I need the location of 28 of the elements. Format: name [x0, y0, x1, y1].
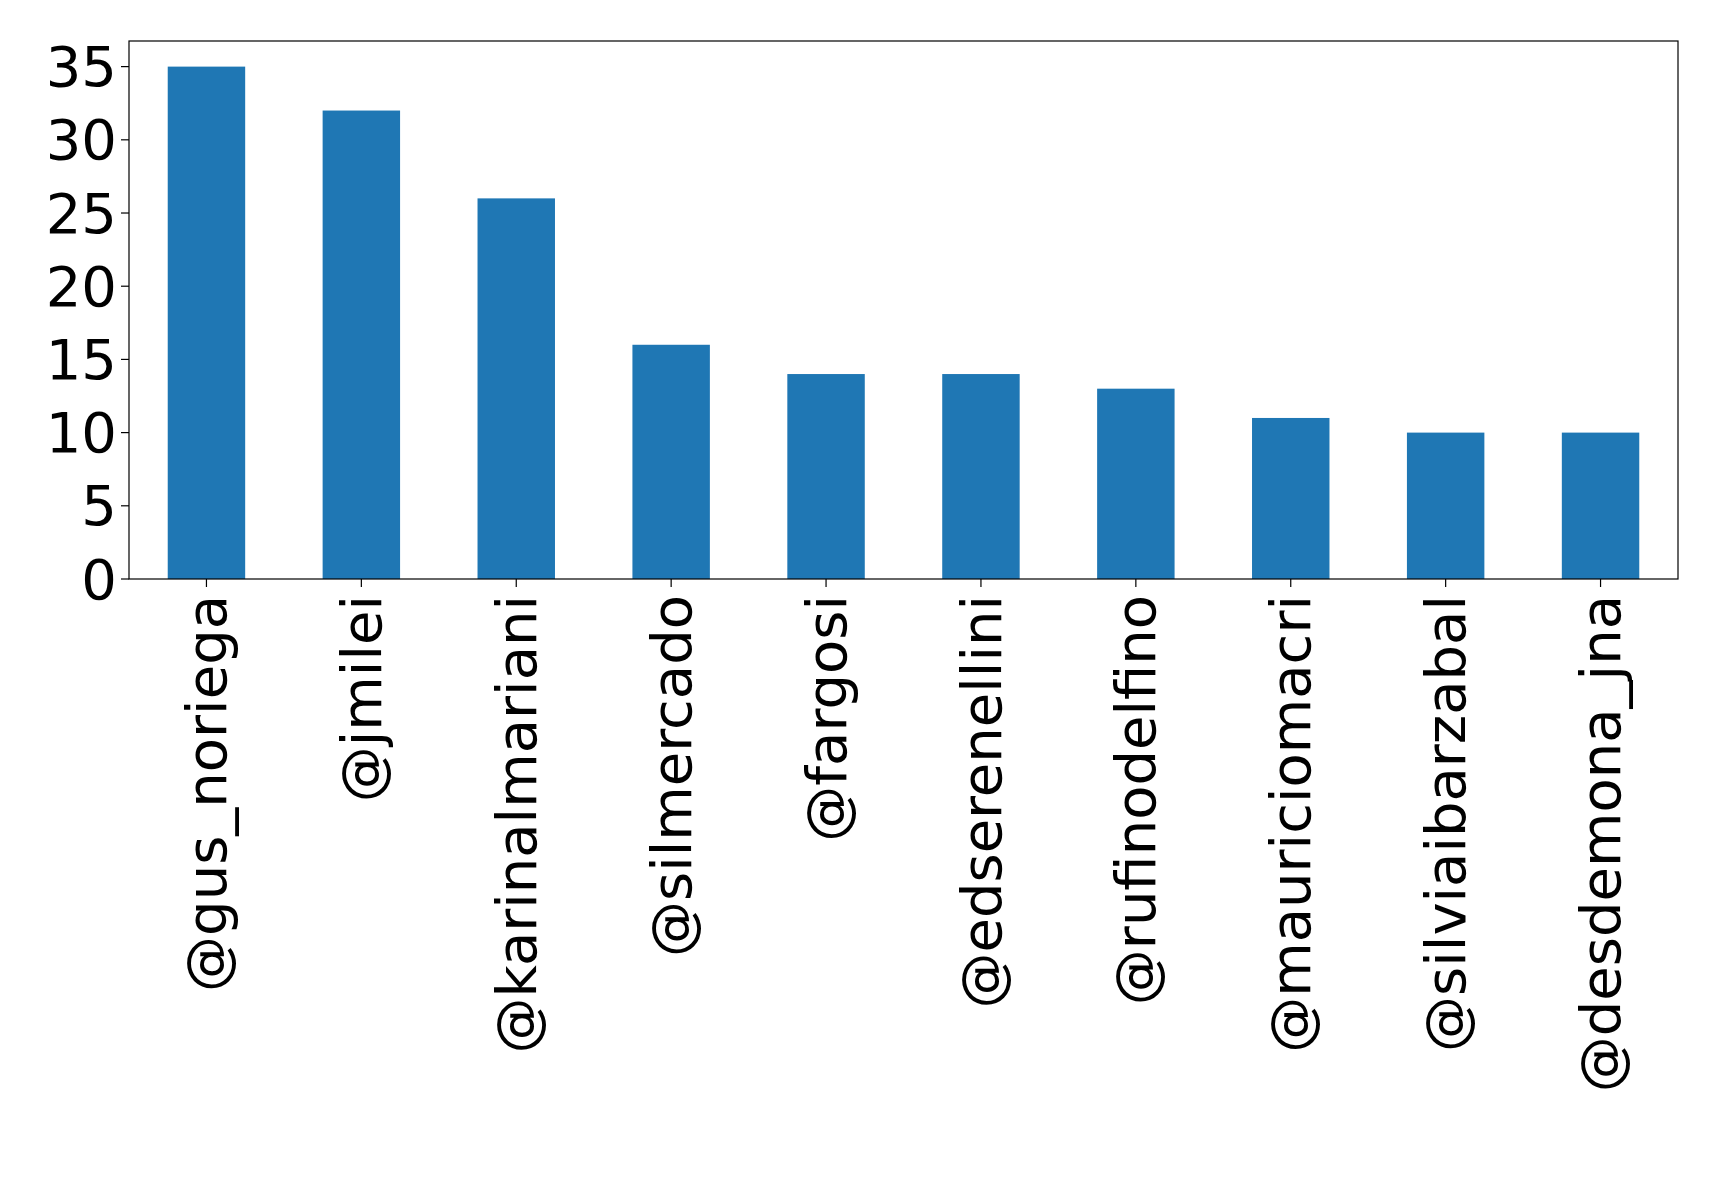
bar	[477, 198, 555, 579]
y-tick-label: 20	[45, 253, 117, 319]
x-tick-label: @karinalmariani	[483, 595, 549, 1054]
bar	[942, 374, 1020, 579]
bar	[167, 66, 246, 579]
x-tick-label: @desdemona_jna	[1568, 595, 1634, 1093]
y-tick-label: 35	[45, 34, 117, 100]
bar	[1252, 417, 1330, 579]
x-tick-label: @fargosi	[793, 595, 859, 842]
bar	[787, 374, 865, 579]
x-tick-label: @rufinodelfino	[1103, 595, 1169, 1006]
y-tick-label: 0	[81, 546, 117, 612]
y-tick-label: 5	[81, 473, 117, 539]
bar	[632, 344, 710, 579]
x-tick-label: @jmilei	[328, 595, 394, 803]
y-tick-label: 10	[45, 400, 117, 466]
y-tick-label: 30	[45, 107, 117, 173]
x-tick-label: @mauriciomacri	[1258, 595, 1324, 1053]
x-tick-label: @edserenellini	[948, 595, 1014, 1009]
x-tick-label: @gus_noriega	[174, 595, 240, 992]
bar	[322, 110, 401, 579]
y-tick-label: 25	[45, 180, 117, 246]
bar	[1561, 432, 1640, 579]
y-tick-label: 15	[45, 327, 117, 393]
bar	[1406, 432, 1485, 579]
bar	[1097, 388, 1175, 579]
x-tick-label: @silmercado	[638, 595, 704, 958]
x-tick-label: @silviaibarzabal	[1413, 595, 1479, 1052]
